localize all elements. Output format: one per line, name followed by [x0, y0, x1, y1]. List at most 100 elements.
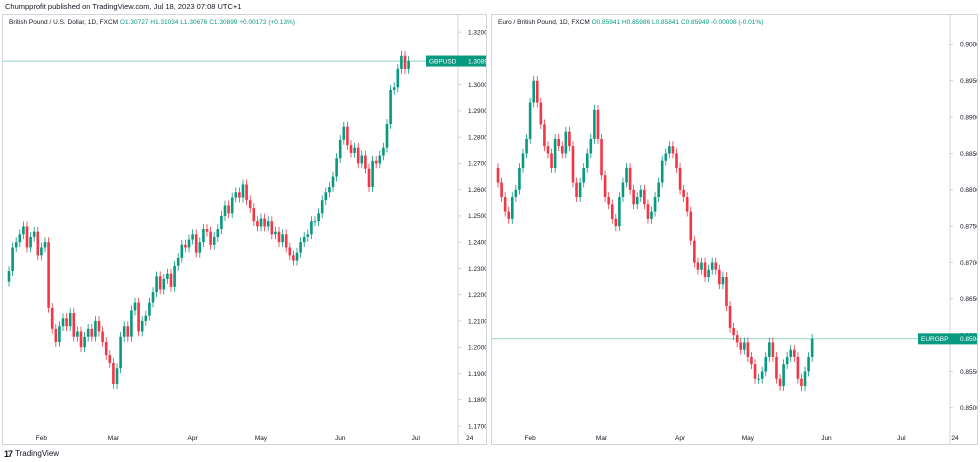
chart-pane-gbpusd[interactable]: British Pound / U.S. Dollar, 1D, FXCM O1… [2, 14, 487, 445]
candle-body [11, 247, 14, 272]
candle-body [568, 131, 571, 147]
candle-body [746, 342, 750, 357]
brand-name: TradingView [15, 449, 60, 458]
price-tick-label: 1.17000 [468, 423, 487, 430]
chart-pane-eurgbp[interactable]: Euro / British Pound, 1D, FXCM O0.85941 … [491, 14, 978, 445]
candle-body [800, 378, 803, 387]
price-tick-label: 1.27000 [468, 161, 487, 168]
candle-body [689, 211, 693, 241]
candle-body [158, 276, 162, 290]
candle-body [54, 328, 58, 342]
time-tick-label: Jul [412, 435, 421, 442]
candle-body [560, 146, 564, 154]
candle-body [718, 269, 721, 285]
candle-body [532, 80, 535, 103]
candle-body [664, 153, 668, 161]
candle-body [263, 218, 266, 227]
publish-line: Chumpprofit published on TradingView.com… [5, 2, 242, 11]
time-tick-label: Mar [108, 435, 120, 442]
candle-body [29, 236, 32, 248]
candle-body [140, 320, 144, 332]
candle-body [657, 182, 660, 198]
candle-body [374, 160, 378, 164]
price-tick-label: 1.18000 [468, 397, 487, 404]
legend-gbpusd: British Pound / U.S. Dollar, 1D, FXCM O1… [9, 19, 295, 26]
candle-body [739, 342, 743, 350]
candle-body [108, 355, 112, 363]
candle-body [685, 197, 689, 212]
time-tick-label: Apr [675, 435, 686, 442]
publish-header: Chumpprofit published on TradingView.com… [0, 0, 980, 14]
candle-body [223, 205, 227, 216]
candle-body [525, 138, 528, 154]
ohlc-low: L0.85841 [651, 19, 680, 26]
price-tick-label: 1.19000 [468, 371, 487, 378]
chart-svg-gbpusd[interactable]: 1.320001.310001.300001.290001.280001.270… [3, 15, 487, 445]
candle-body [151, 292, 155, 303]
candle-body [696, 262, 700, 270]
candle-body [126, 326, 130, 337]
candle-body [553, 138, 557, 168]
candle-body [256, 221, 259, 227]
candle-body [302, 236, 306, 243]
candle-body [585, 153, 589, 168]
candle-body [550, 153, 553, 168]
candle-body [25, 226, 29, 248]
candle-body [295, 252, 299, 261]
candle-body [743, 342, 746, 350]
candle-body [392, 87, 396, 90]
candle-body [389, 89, 392, 125]
candle-body [180, 244, 184, 258]
candle-body [148, 302, 151, 316]
candle-body [732, 327, 735, 336]
candle-body [582, 167, 585, 183]
candle-body [514, 189, 518, 198]
candle-body [682, 189, 685, 198]
candle-body [166, 273, 169, 279]
candle-body [671, 146, 675, 154]
candle-body [252, 208, 256, 222]
candle-body [230, 197, 234, 214]
candle-body [557, 138, 560, 147]
symbol-title: British Pound / U.S. Dollar, 1D, FXCM [9, 19, 119, 26]
price-tick-label: 1.29000 [468, 108, 487, 115]
candle-body [346, 126, 349, 146]
candle-body [281, 234, 284, 243]
candle-body [678, 167, 682, 190]
candle-body [58, 326, 61, 342]
candle-body [578, 182, 582, 198]
candle-body [245, 184, 248, 201]
candle-body [771, 342, 775, 357]
time-tick-label: Feb [36, 435, 48, 442]
price-tick-label: 1.21000 [468, 318, 487, 325]
candle-body [162, 278, 166, 290]
chart-svg-eurgbp[interactable]: 0.90000 0.89500 0.89000 0.88500 0.88000 0.875… [492, 15, 978, 445]
ohlc-high: H1.31034 [150, 19, 179, 26]
candle-body [310, 221, 313, 235]
candle-body [173, 265, 176, 287]
time-tick-label: Jun [335, 435, 346, 442]
candle-body [721, 277, 725, 285]
candle-body [521, 153, 525, 168]
candle-body [650, 211, 653, 219]
candle-body [793, 349, 796, 357]
candle-body [65, 318, 68, 327]
candle-body [202, 229, 205, 243]
candle-body [79, 331, 83, 348]
candle-body [241, 184, 245, 198]
candle-body [364, 155, 367, 169]
badge-symbol: GBPUSD [429, 58, 457, 65]
candle-body [122, 326, 126, 337]
candle-body [320, 200, 324, 214]
candle-body [382, 147, 385, 156]
candle-body [288, 247, 292, 256]
candle-body [18, 234, 22, 243]
badge-price: 1.30899 [468, 58, 487, 65]
candle-body [72, 313, 76, 337]
price-tick-label: 0.85500 [960, 369, 978, 376]
candle-body [47, 242, 50, 308]
candle-body [535, 80, 539, 103]
candle-body [496, 167, 500, 183]
candle-body [32, 231, 36, 237]
candle-body [238, 192, 241, 198]
